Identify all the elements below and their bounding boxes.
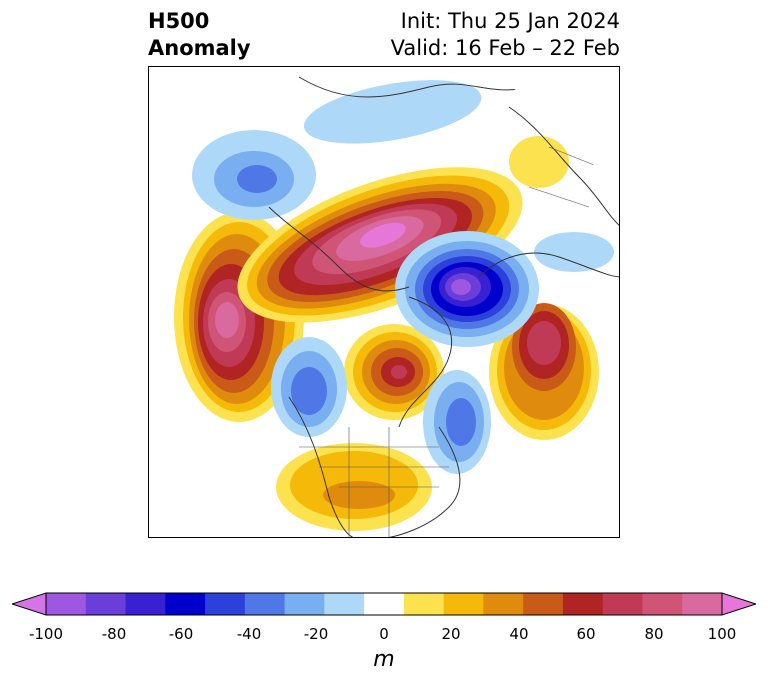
colorbar-extend-high [721, 592, 756, 616]
colorbar-bin [125, 593, 166, 615]
colorbar-bin [324, 593, 365, 615]
positive-anomaly-central-asia [509, 136, 569, 188]
negative-anomaly-europe [534, 232, 614, 272]
positive-anomaly-atlantic [489, 303, 599, 440]
colorbar-bin [205, 593, 246, 615]
colorbar-bin [443, 593, 484, 615]
positive-anomaly-hudson-bay [344, 324, 444, 420]
colorbar-tick: -60 [168, 625, 194, 643]
colorbar-bin [682, 593, 723, 615]
colorbar-bin [85, 593, 127, 615]
colorbar-tick: 100 [707, 625, 737, 643]
colorbar-bin [483, 593, 524, 615]
positive-anomaly-usa [276, 443, 432, 531]
negative-anomaly-siberia [303, 80, 482, 144]
borders [299, 146, 600, 537]
colorbar-tick: 80 [644, 625, 664, 643]
colorbar-bin [244, 593, 286, 615]
colorbar-tick: -40 [236, 625, 262, 643]
colorbar [12, 592, 756, 616]
colorbar-bin [165, 593, 206, 615]
colorbar-bin [403, 593, 445, 615]
colorbar-bin [284, 593, 325, 615]
colorbar-extend-low [12, 592, 47, 616]
negative-anomaly-kamchatka [192, 130, 316, 220]
negative-anomaly-east-canada [423, 370, 491, 474]
title-type: Anomaly [148, 36, 251, 60]
anomaly-map [148, 66, 620, 538]
colorbar-tick: 0 [379, 625, 389, 643]
map-canvas [174, 76, 619, 537]
colorbar-bin [642, 593, 683, 615]
positive-anomaly-arctic [237, 167, 523, 323]
coastlines [268, 76, 619, 537]
valid-dates: Valid: 16 Feb – 22 Feb [390, 36, 620, 60]
colorbar-tick: -100 [28, 625, 64, 643]
negative-anomaly-greenland [395, 231, 539, 347]
colorbar-tick: -20 [303, 625, 329, 643]
colorbar-bin [364, 593, 405, 615]
init-date: Init: Thu 25 Jan 2024 [400, 9, 620, 33]
colorbar-tick: 60 [576, 625, 596, 643]
colorbar-bin [46, 593, 87, 615]
colorbar-tick: 40 [509, 625, 529, 643]
map-title: H500 Anomaly [148, 8, 251, 62]
negative-anomaly-west-canada [271, 337, 347, 437]
colorbar-bin [602, 593, 643, 615]
title-variable: H500 [148, 9, 210, 33]
colorbar-tick: -80 [101, 625, 127, 643]
colorbar-unit: m [373, 647, 395, 672]
map-dates: Init: Thu 25 Jan 2024 Valid: 16 Feb – 22… [391, 8, 620, 62]
colorbar-bin [562, 593, 604, 615]
colorbar-tick: 20 [441, 625, 461, 643]
colorbar-bin [523, 593, 564, 615]
